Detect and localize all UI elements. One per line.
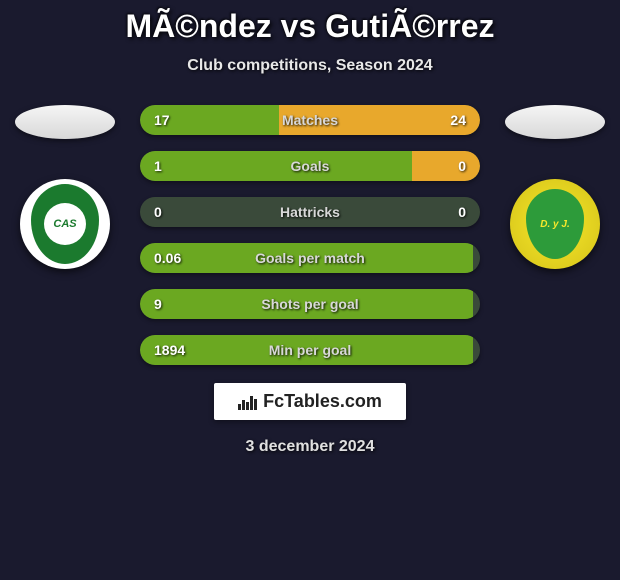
brand-box: FcTables.com [214,383,406,420]
stat-left-value: 0 [154,204,162,220]
right-column: D. y J. [500,105,610,269]
left-flag-icon [15,105,115,139]
stat-right-fill [412,151,480,181]
brand-chart-icon [238,394,257,410]
main-area: CAS 17 Matches 24 1 Goals 0 0 Hattricks 0 0.06 Goa… [0,105,620,365]
stat-label: Goals [291,158,330,174]
stat-left-value: 9 [154,296,162,312]
left-column: CAS [10,105,120,269]
stat-label: Goals per match [255,250,365,266]
stat-row: 1 Goals 0 [140,151,480,181]
stat-right-value: 0 [458,158,466,174]
stat-row: 0.06 Goals per match [140,243,480,273]
stat-right-value: 0 [458,204,466,220]
stat-left-value: 1 [154,158,162,174]
right-badge-text: D. y J. [540,219,569,230]
left-badge-shield-icon: CAS [31,184,99,264]
right-badge-shield-icon: D. y J. [526,189,584,259]
stat-right-value: 24 [450,112,466,128]
stat-label: Min per goal [269,342,351,358]
stat-row: 1894 Min per goal [140,335,480,365]
left-team-badge: CAS [20,179,110,269]
page-title: MÃ©ndez vs GutiÃ©rrez [126,8,495,45]
stat-left-value: 1894 [154,342,185,358]
right-team-badge: D. y J. [510,179,600,269]
stat-row: 17 Matches 24 [140,105,480,135]
left-badge-text: CAS [44,203,86,245]
stat-label: Matches [282,112,338,128]
stat-row: 9 Shots per goal [140,289,480,319]
footer-date: 3 december 2024 [246,438,375,456]
stat-left-value: 17 [154,112,170,128]
right-flag-icon [505,105,605,139]
stat-label: Hattricks [280,204,340,220]
stat-left-fill [140,151,412,181]
infographic-container: MÃ©ndez vs GutiÃ©rrez Club competitions,… [0,0,620,580]
stat-row: 0 Hattricks 0 [140,197,480,227]
page-subtitle: Club competitions, Season 2024 [187,57,432,75]
stat-left-value: 0.06 [154,250,181,266]
brand-text: FcTables.com [263,391,382,412]
stat-label: Shots per goal [261,296,358,312]
stats-column: 17 Matches 24 1 Goals 0 0 Hattricks 0 0.06 Goals p… [140,105,480,365]
